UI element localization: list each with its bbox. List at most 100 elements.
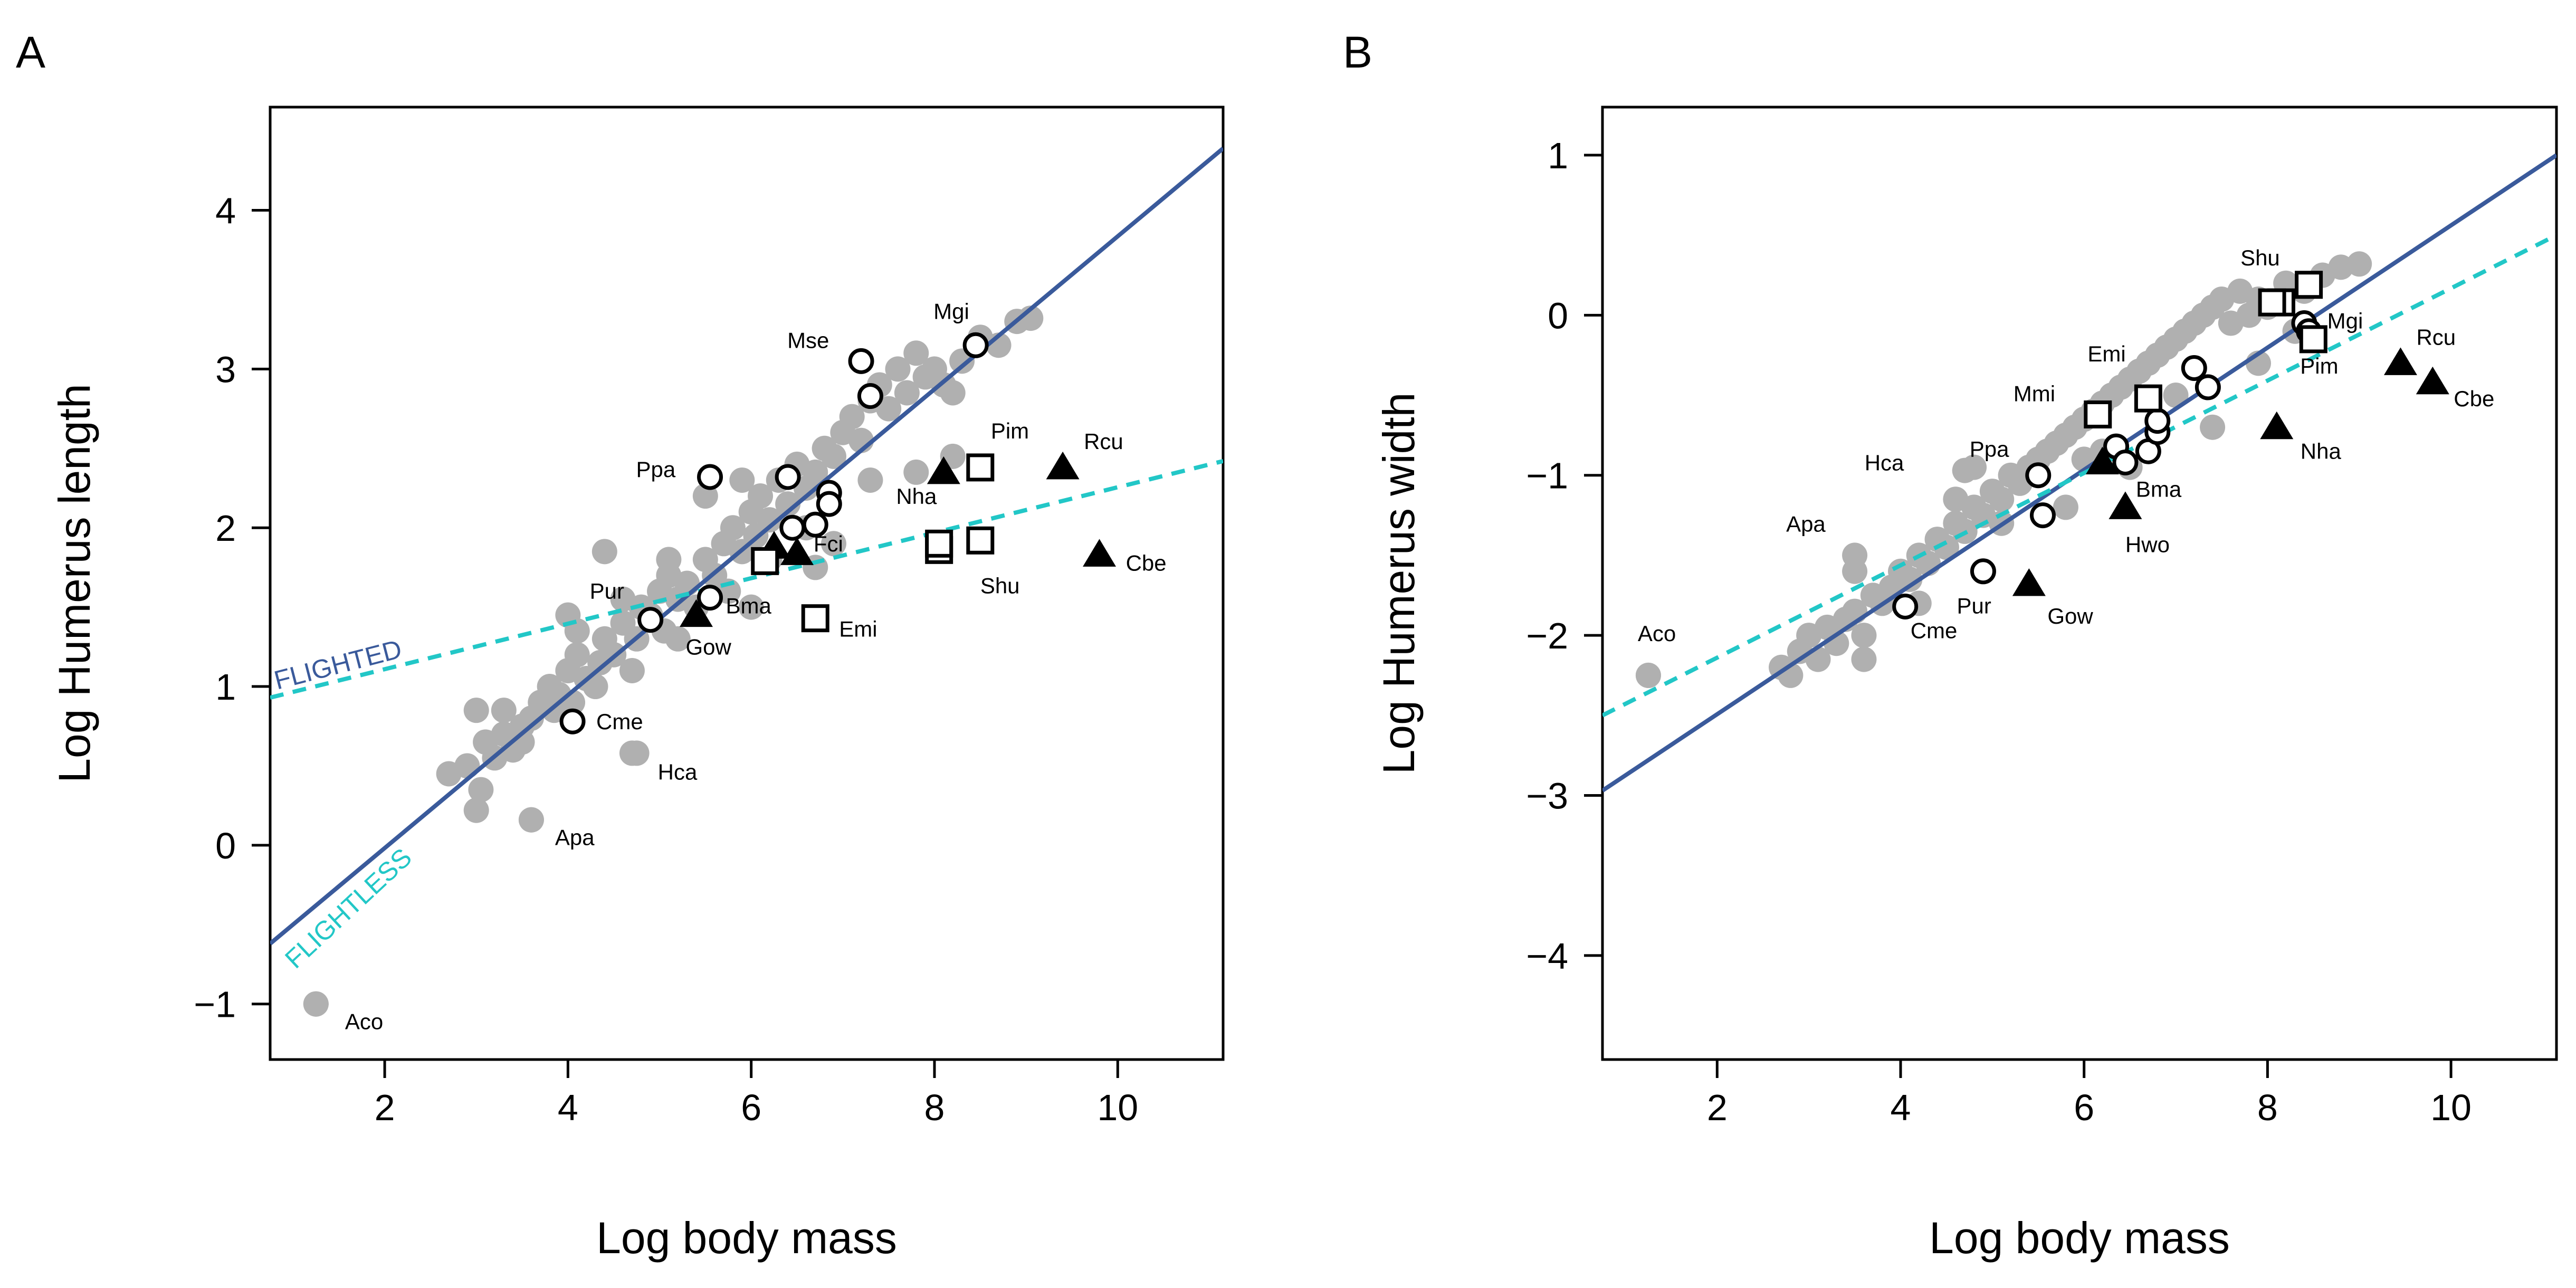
grey-point: [820, 443, 846, 469]
y-tick-label: 4: [215, 190, 236, 232]
grey-point: [803, 459, 828, 485]
species-point-hca: [1952, 457, 1978, 483]
x-tick-label: 4: [558, 1087, 578, 1128]
species-label-ppa: Ppa: [636, 457, 676, 482]
y-tick-label: 1: [1548, 135, 1568, 176]
species-point-aco: [1635, 662, 1661, 688]
species-point-mgi: [962, 332, 989, 358]
panel-b-chart: 2 4 6 8 10 −4 −3 −2 −1 0 1 Log body mass Log Humerus…: [1374, 106, 2558, 1263]
species-label-fci: Fci: [814, 531, 843, 556]
species-label-mmi: Mmi: [2014, 381, 2055, 406]
x-tick-label: 2: [1707, 1087, 1728, 1128]
flighted-regression-line: [1602, 153, 2556, 793]
species-label-mgi: Mgi: [933, 299, 969, 323]
y-tick-label: −4: [1526, 936, 1568, 977]
species-point-bma: [2112, 449, 2139, 475]
species-label-hwo: Hwo: [2125, 532, 2170, 557]
grey-point: [738, 594, 764, 620]
species-point-apa: [1842, 542, 1868, 568]
species-point-cme: [559, 708, 586, 734]
species-point-cme: [1892, 593, 1919, 619]
species-label-pim: Pim: [991, 418, 1029, 443]
y-tick-label: −1: [194, 984, 236, 1025]
grey-point: [876, 396, 902, 422]
species-point-cbe: [2416, 366, 2449, 395]
species-point-rcu: [2383, 347, 2417, 375]
species-point-pim: [2299, 325, 2327, 354]
grey-point: [2053, 494, 2078, 520]
y-tick-label: −2: [1526, 615, 1568, 656]
species-point-aco: [303, 991, 329, 1017]
open-circle-point: [816, 491, 842, 517]
x-axis-title: Log body mass: [596, 1213, 897, 1263]
species-point-gow: [2012, 568, 2046, 596]
grey-point: [839, 404, 865, 430]
species-point-mse: [848, 348, 874, 374]
species-label-hca: Hca: [1865, 451, 1904, 475]
species-label-bma: Bma: [2136, 476, 2182, 501]
grey-point: [903, 340, 929, 366]
open-square-point: [2295, 271, 2323, 299]
species-point-pim: [966, 453, 995, 482]
x-tick-label: 8: [2257, 1087, 2278, 1128]
filled-triangle-point: [2085, 446, 2119, 474]
species-point-hwo: [2108, 491, 2142, 519]
species-point-pur: [637, 607, 664, 633]
y-tick-label: 0: [215, 825, 236, 866]
flighted-regression-line: [270, 147, 1223, 946]
species-label-emi: Emi: [839, 617, 877, 642]
grey-point: [720, 515, 746, 541]
open-circle-point: [2181, 355, 2207, 381]
species-point-pur: [1970, 558, 1996, 585]
species-label-nha: Nha: [2301, 439, 2342, 464]
grey-point: [729, 467, 755, 493]
flightless-regression-line: [1602, 233, 2556, 718]
species-label-gow: Gow: [685, 635, 731, 660]
open-square-point: [925, 529, 953, 558]
species-point-hca: [624, 740, 650, 766]
grey-point: [820, 531, 846, 557]
species-point-nha: [2260, 411, 2294, 440]
grey-point: [1989, 486, 2015, 512]
grey-point: [894, 380, 920, 406]
species-point-ppa: [2025, 462, 2052, 489]
open-circle-point: [857, 383, 883, 409]
grey-point: [463, 797, 489, 823]
grey-point: [2200, 414, 2226, 440]
x-axis-title: Log body mass: [1929, 1213, 2230, 1263]
species-label-emi: Emi: [2087, 341, 2125, 366]
y-tick-label: 3: [215, 349, 236, 390]
x-tick-label: 10: [2430, 1087, 2472, 1128]
species-label-pim: Pim: [2300, 354, 2338, 378]
grey-point: [610, 586, 636, 612]
panel-letter-a: A: [16, 27, 45, 77]
x-tick-label: 4: [1891, 1087, 1911, 1128]
y-tick-label: 0: [1548, 295, 1568, 336]
grey-point: [2163, 383, 2189, 408]
filled-triangle-point: [780, 537, 814, 565]
species-label-shu: Shu: [980, 573, 1020, 598]
grey-point: [1943, 486, 1969, 512]
species-label-nha: Nha: [896, 484, 937, 509]
grey-point: [857, 467, 883, 493]
panel-a-chart: 2 4 6 8 10 −1 0 1 2 3 4 Log body mass Log Humerus le…: [50, 106, 1225, 1263]
species-label-gow: Gow: [2047, 604, 2093, 628]
species-point-gow: [679, 599, 713, 627]
species-label-cbe: Cbe: [2454, 386, 2494, 411]
y-tick-label: 2: [215, 508, 236, 549]
species-point-fci: [779, 514, 806, 541]
species-label-shu: Shu: [2240, 245, 2280, 270]
panel-letter-b: B: [1343, 27, 1372, 77]
species-point-emi: [801, 604, 829, 633]
grey-point: [885, 356, 911, 382]
species-label-mse: Mse: [787, 328, 829, 352]
grey-point: [665, 626, 691, 652]
grey-point: [619, 657, 645, 683]
grey-point: [748, 483, 774, 509]
species-point-apa: [518, 807, 544, 833]
species-label-apa: Apa: [1786, 511, 1826, 536]
species-label-ppa: Ppa: [1970, 437, 2009, 462]
species-label-pur: Pur: [1957, 594, 1991, 618]
